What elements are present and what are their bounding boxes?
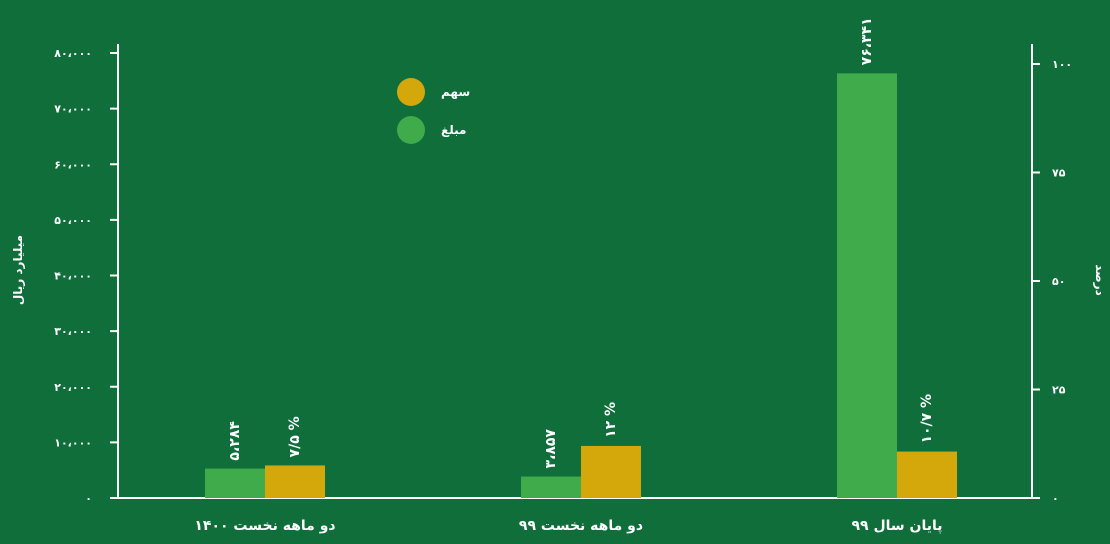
y-left-tick-label: ۰ [85, 492, 92, 505]
y-left-tick-label: ۸۰،۰۰۰ [54, 47, 92, 60]
bar-share [897, 451, 957, 498]
x-category-label: دو ماهه نخست ۱۴۰۰ [194, 518, 335, 534]
legend-label: مبلغ [441, 123, 466, 137]
y-left-tick-label: ۴۰،۰۰۰ [54, 270, 92, 283]
data-label-share: ۷/۵ % [287, 416, 303, 457]
legend-swatch [397, 78, 425, 106]
y-right-tick-label: ۷۵ [1052, 167, 1066, 180]
y-right-tick-label: ۵۰ [1052, 275, 1065, 288]
bars [205, 73, 957, 499]
y-right-tick-label: ۲۵ [1052, 384, 1066, 397]
data-label-amount: ۳،۸۵۷ [543, 429, 559, 469]
y-left-tick-label: ۱۰،۰۰۰ [54, 436, 92, 449]
data-labels: ۵،۲۸۴ ۷/۵ % ۳،۸۵۷ ۱۲ % ۷۶،۳۴۱ ۱۰/۷ % [227, 17, 935, 468]
bar-amount [837, 73, 897, 499]
y-right-axis-title: درصد [1093, 264, 1107, 296]
y-right-tick-label: ۱۰۰ [1052, 58, 1072, 71]
y-left-axis-title: میلیارد ریال [11, 235, 25, 305]
data-label-share: ۱۰/۷ % [919, 394, 935, 444]
data-label-amount: ۷۶،۳۴۱ [859, 17, 875, 65]
legend-label: سهم [441, 85, 470, 99]
y-left-tick-label: ۶۰،۰۰۰ [54, 158, 92, 171]
y-right-tick-label: ۰ [1052, 492, 1059, 505]
bar-share [265, 465, 325, 498]
y-left-tick-label: ۷۰،۰۰۰ [54, 103, 92, 116]
x-category-label: پایان سال ۹۹ [852, 518, 943, 534]
legend-swatch [397, 116, 425, 144]
data-label-share: ۱۲ % [603, 402, 619, 438]
y-left-tick-label: ۵۰،۰۰۰ [54, 214, 92, 227]
x-category-label: دو ماهه نخست ۹۹ [519, 518, 643, 534]
bar-amount [205, 468, 265, 498]
bar-amount [521, 476, 581, 498]
bar-share [581, 445, 641, 498]
data-label-amount: ۵،۲۸۴ [227, 421, 243, 461]
legend: سهم مبلغ [397, 78, 470, 144]
y-left-tick-label: ۳۰،۰۰۰ [54, 325, 92, 338]
y-left-tick-label: ۲۰،۰۰۰ [54, 381, 92, 394]
